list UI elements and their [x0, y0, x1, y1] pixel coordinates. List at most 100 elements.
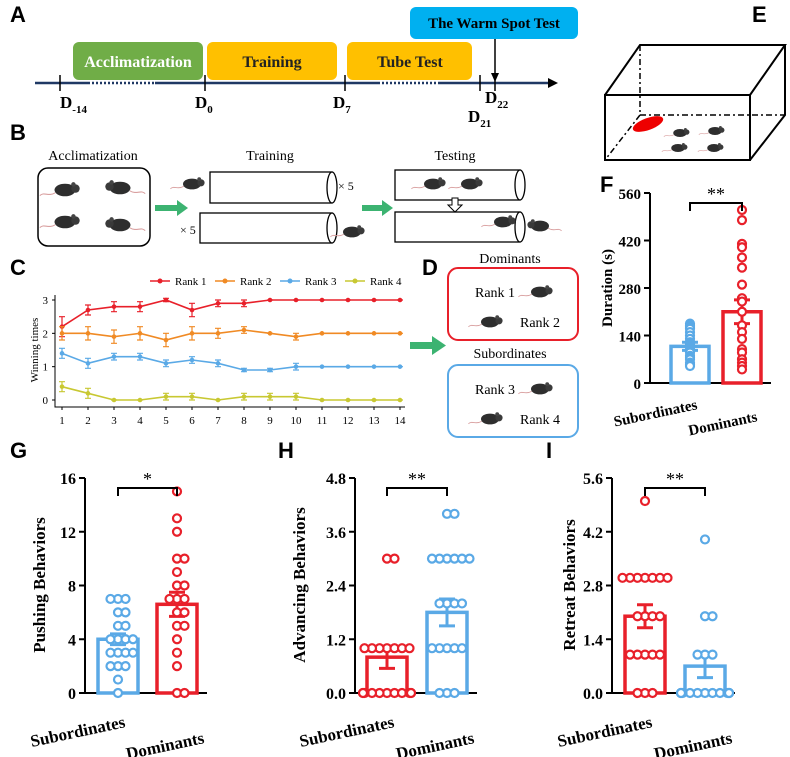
- y-axis-label: Winning times: [29, 318, 41, 383]
- apparatus-box: [604, 44, 787, 161]
- day-letter: D: [485, 88, 497, 107]
- mouse-icon: [468, 315, 503, 328]
- y-tick-label: 5.6: [583, 471, 603, 488]
- panel-label: E: [752, 2, 767, 27]
- day-label: D21: [468, 107, 491, 130]
- panel-label: I: [546, 438, 552, 463]
- rank-label: Rank 1: [475, 286, 515, 301]
- y-tick-label: 3: [43, 295, 49, 307]
- x-tick-label: Subordinates: [298, 712, 397, 751]
- point: [241, 367, 247, 373]
- mouse-ear: [71, 214, 76, 219]
- data-point: [736, 262, 748, 273]
- data-point: [617, 572, 628, 583]
- point: [345, 297, 351, 303]
- stage-label: Testing: [434, 149, 475, 164]
- mouse-ear: [109, 217, 114, 222]
- mouse-icon: [105, 217, 146, 232]
- y-tick-label: 2.8: [583, 579, 603, 596]
- phase-label: Tube Test: [377, 54, 443, 71]
- significance-bracket: [386, 487, 448, 496]
- y-tick-label: 1.4: [583, 632, 603, 649]
- point: [371, 364, 377, 369]
- data-point: [405, 687, 417, 699]
- group-title: Dominants: [479, 252, 540, 267]
- warm-spot: [632, 116, 664, 132]
- point: [345, 364, 351, 369]
- legend-label: Rank 3: [305, 276, 337, 288]
- y-tick-label: 2: [43, 328, 49, 340]
- green-arrows: [155, 200, 446, 355]
- data-point: [736, 252, 748, 263]
- series-line: [61, 299, 400, 328]
- mouse-body: [708, 126, 722, 136]
- mouse-ear: [495, 412, 500, 417]
- mouse-body: [343, 226, 361, 238]
- mouse-body: [109, 181, 131, 195]
- point: [215, 361, 221, 366]
- data-point: [647, 687, 658, 699]
- x-tick-label: Subordinates: [612, 397, 699, 430]
- mouse-body: [54, 215, 76, 229]
- mouse-tail: [697, 149, 708, 152]
- series-line: [61, 352, 400, 371]
- point: [241, 301, 247, 306]
- point: [163, 337, 169, 343]
- panel-label: D: [422, 255, 438, 280]
- mouse-ear: [109, 180, 114, 185]
- test-box: [410, 7, 578, 39]
- data-point: [171, 566, 183, 578]
- data-point: [105, 593, 116, 605]
- point: [319, 297, 325, 303]
- data-point: [426, 643, 438, 654]
- significance-label: **: [707, 184, 725, 204]
- mouse-body: [424, 178, 442, 190]
- data-point: [684, 360, 696, 372]
- point: [137, 331, 143, 336]
- hollow-arrow: [446, 197, 464, 213]
- point: [189, 357, 195, 363]
- repeat-label: × 5: [338, 179, 354, 193]
- data-point: [426, 553, 438, 564]
- cage: [37, 167, 151, 247]
- data-point: [179, 553, 190, 564]
- legend-label: Rank 1: [175, 276, 206, 288]
- point: [241, 327, 247, 333]
- data-point: [179, 593, 190, 605]
- y-tick-label: 12: [60, 525, 76, 542]
- group-title: Subordinates: [473, 347, 546, 362]
- data-point: [112, 687, 124, 699]
- mouse-tail: [170, 186, 184, 190]
- y-tick-label: 0: [43, 395, 49, 407]
- rank-label: Rank 4: [520, 413, 560, 428]
- y-tick-label: 2.4: [326, 579, 346, 596]
- mouse-icon: [330, 225, 365, 238]
- y-tick-label: 280: [619, 282, 642, 298]
- point: [163, 297, 169, 303]
- x-tick-label: 12: [343, 415, 354, 427]
- dominants-box: [447, 267, 579, 341]
- mouse-icon: [39, 214, 80, 229]
- data-point: [105, 647, 116, 658]
- data-point: [464, 553, 475, 564]
- day-letter: D: [60, 93, 72, 112]
- bar: [365, 655, 409, 695]
- mouse-body: [54, 183, 76, 197]
- day-label: D0: [195, 93, 213, 116]
- mouse-body: [671, 143, 685, 153]
- data-point: [359, 643, 370, 654]
- data-point: [707, 611, 718, 622]
- y-tick-label: 16: [60, 471, 76, 488]
- subordinates-box: [447, 364, 579, 438]
- x-tick-label: 11: [317, 415, 328, 427]
- y-axis-label: Retreat Behaviors: [560, 519, 579, 651]
- data-point: [654, 649, 666, 660]
- y-tick-label: 0.0: [326, 686, 346, 703]
- x-tick-label: 9: [267, 415, 273, 427]
- y-axis-label: Advancing Behaviors: [290, 507, 309, 663]
- panel-label: A: [10, 2, 26, 27]
- mouse-ear: [197, 177, 202, 182]
- legend-marker: [157, 278, 163, 284]
- point: [215, 331, 221, 336]
